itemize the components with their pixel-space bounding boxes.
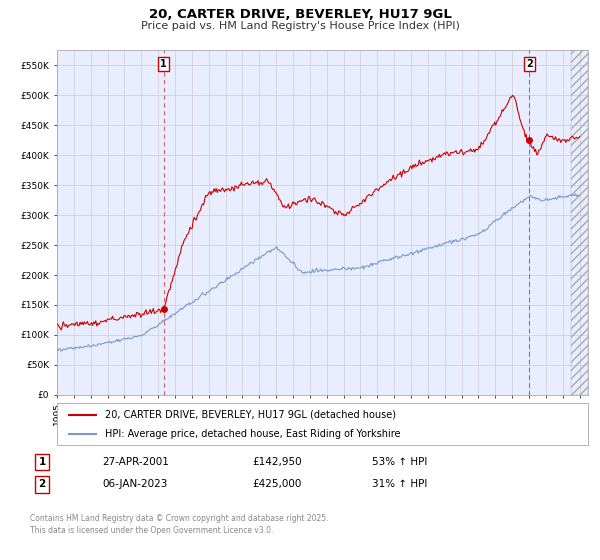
Text: Contains HM Land Registry data © Crown copyright and database right 2025.
This d: Contains HM Land Registry data © Crown c… [30, 514, 329, 535]
Text: £142,950: £142,950 [252, 457, 302, 467]
Text: HPI: Average price, detached house, East Riding of Yorkshire: HPI: Average price, detached house, East… [105, 429, 400, 439]
Text: Price paid vs. HM Land Registry's House Price Index (HPI): Price paid vs. HM Land Registry's House … [140, 21, 460, 31]
Text: 06-JAN-2023: 06-JAN-2023 [102, 479, 167, 489]
Text: 53% ↑ HPI: 53% ↑ HPI [372, 457, 427, 467]
Text: £425,000: £425,000 [252, 479, 301, 489]
Text: 31% ↑ HPI: 31% ↑ HPI [372, 479, 427, 489]
Text: 1: 1 [160, 59, 167, 69]
Text: 1: 1 [38, 457, 46, 467]
Text: 20, CARTER DRIVE, BEVERLEY, HU17 9GL (detached house): 20, CARTER DRIVE, BEVERLEY, HU17 9GL (de… [105, 409, 396, 419]
Text: 27-APR-2001: 27-APR-2001 [102, 457, 169, 467]
Text: 20, CARTER DRIVE, BEVERLEY, HU17 9GL: 20, CARTER DRIVE, BEVERLEY, HU17 9GL [149, 8, 451, 21]
Text: 2: 2 [38, 479, 46, 489]
Text: 2: 2 [526, 59, 533, 69]
